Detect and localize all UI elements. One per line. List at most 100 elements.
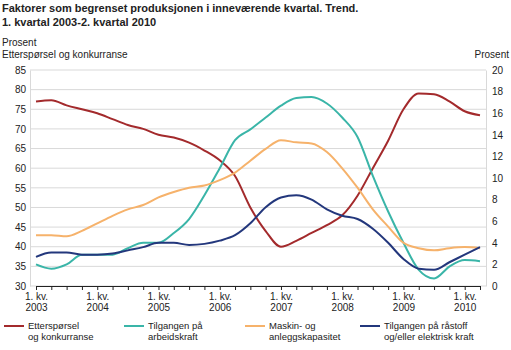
grid-line (30, 128, 486, 129)
y2-tick-label: 18 (492, 86, 504, 97)
x-tick (189, 286, 190, 290)
x-tick (235, 286, 236, 290)
grid-line (30, 148, 486, 149)
legend-item: Maskin- oganleggskapasitet (245, 320, 341, 342)
x-tick-mark (113, 286, 114, 290)
x-tick-mark (235, 286, 236, 290)
y-tick: 65 (15, 143, 30, 154)
y-tick: 55 (15, 183, 30, 194)
x-tick (419, 286, 420, 290)
x-tick (312, 286, 313, 290)
y2-tick-label: 14 (492, 130, 504, 141)
y-tick-label: 35 (15, 261, 27, 272)
x-tick-mark (174, 286, 175, 290)
y2-tick: 18 (486, 86, 504, 97)
y-tick: 70 (15, 124, 30, 135)
x-tick-mark (480, 286, 481, 290)
x-tick (434, 286, 435, 290)
y2-tick-label: 20 (492, 65, 504, 76)
y-tick: 75 (15, 104, 30, 115)
subtitle: 1. kvartal 2003-2. kvartal 2010 (2, 16, 156, 28)
legend-swatch (245, 325, 265, 327)
x-tick-label: 1. kv.2008 (331, 291, 354, 313)
series-line (36, 97, 480, 278)
x-tick-mark (434, 286, 435, 290)
x-tick (296, 286, 297, 290)
x-tick (449, 286, 450, 290)
x-tick (480, 286, 481, 290)
x-tick-mark (204, 286, 205, 290)
x-tick: 1. kv.2010 (454, 286, 477, 313)
grid-line (30, 187, 486, 188)
x-tick (51, 286, 52, 290)
y-tick: 45 (15, 222, 30, 233)
x-tick-label: 1. kv.2006 (209, 291, 232, 313)
legend-label: Tilgangen på råstoffog/eller elektrisk k… (384, 320, 474, 342)
y-axis: 303540455055606570758085 (15, 65, 31, 292)
y2-tick: 20 (486, 65, 504, 76)
y2-tick-label: 0 (492, 281, 498, 292)
grid-line (30, 109, 486, 110)
chart: Faktorer som begrenset produksjonen i in… (0, 0, 511, 350)
x-tick-mark (51, 286, 52, 290)
grid-line (30, 168, 486, 169)
y2-tick: 14 (486, 130, 504, 141)
x-tick (143, 286, 144, 290)
x-tick (388, 286, 389, 290)
y-tick: 35 (15, 261, 30, 272)
x-tick-label: 1. kv.2003 (25, 291, 48, 313)
legend-label: Maskin- oganleggskapasitet (269, 320, 341, 342)
y-axis-line (30, 71, 31, 287)
x-tick-mark (449, 286, 450, 290)
x-tick (358, 286, 359, 290)
x-tick-label: 1. kv.2009 (392, 291, 415, 313)
y-tick: 30 (15, 281, 30, 292)
legend-item: Tilgangen på råstoffog/eller elektrisk k… (360, 320, 474, 342)
x-tick-mark (128, 286, 129, 290)
y2-tick-label: 2 (492, 259, 498, 270)
y-tick: 85 (15, 65, 30, 76)
y-tick: 80 (15, 84, 30, 95)
grid-line (30, 227, 486, 228)
y2-tick: 8 (486, 194, 498, 205)
x-tick-mark (419, 286, 420, 290)
y2-tick: 10 (486, 173, 504, 184)
x-tick (204, 286, 205, 290)
y-tick-label: 40 (15, 241, 27, 252)
x-axis: 1. kv.20031. kv.20041. kv.20051. kv.2006… (25, 286, 481, 313)
x-tick: 1. kv.2003 (25, 286, 48, 313)
x-tick-mark (82, 286, 83, 290)
x-tick: 1. kv.2008 (331, 286, 354, 313)
x-tick (128, 286, 129, 290)
x-tick (67, 286, 68, 290)
x-tick-mark (403, 286, 404, 290)
x-tick-label: 1. kv.2010 (454, 291, 477, 313)
x-axis-line (37, 287, 481, 291)
x-tick (373, 286, 374, 290)
x-tick-mark (250, 286, 251, 290)
x-tick-mark (312, 286, 313, 290)
grid (30, 70, 486, 286)
y-tick-label: 75 (15, 104, 27, 115)
x-tick: 1. kv.2009 (392, 286, 415, 313)
legend-swatch (124, 325, 144, 327)
y-tick-label: 85 (15, 65, 27, 76)
y2-tick: 2 (486, 259, 498, 270)
y2-axis-title: Prosent (475, 49, 510, 60)
y2-tick: 12 (486, 151, 504, 162)
x-tick-mark (388, 286, 389, 290)
y-tick-label: 65 (15, 143, 27, 154)
y-tick-label: 70 (15, 124, 27, 135)
y-tick: 50 (15, 202, 30, 213)
x-tick-mark (465, 286, 466, 290)
y-tick: 40 (15, 241, 30, 252)
x-tick-label: 1. kv.2005 (147, 291, 170, 313)
x-tick-mark (266, 286, 267, 290)
x-tick: 1. kv.2007 (270, 286, 293, 313)
legend: Etterspørselog konkurranseTilgangen påar… (4, 320, 474, 342)
x-tick: 1. kv.2005 (147, 286, 170, 313)
x-tick-mark (189, 286, 190, 290)
y-tick-label: 55 (15, 183, 27, 194)
x-tick: 1. kv.2006 (209, 286, 232, 313)
y-tick-label: 50 (15, 202, 27, 213)
